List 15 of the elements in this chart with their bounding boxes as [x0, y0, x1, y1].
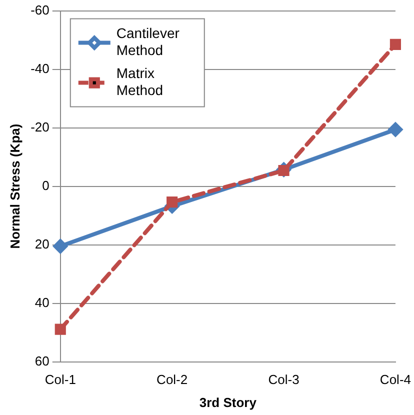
y-tick-label: 60	[34, 353, 50, 368]
x-tick-label: Col-4	[380, 372, 412, 388]
y-tick-label: -40	[30, 60, 50, 76]
y-axis-title: Normal Stress (Kpa)	[7, 124, 22, 249]
y-tick-label: 40	[34, 294, 50, 310]
legend-label: Cantilever Method	[116, 25, 180, 58]
y-tick-label: 0	[42, 178, 50, 193]
x-tick-label: Col-2	[156, 372, 188, 388]
y-tick-label: -20	[30, 119, 50, 134]
x-tick-label: Col-3	[268, 372, 300, 388]
x-tick-label: Col-1	[44, 372, 76, 388]
y-tick-label: 20	[34, 236, 50, 252]
x-axis-title: 3rd Story	[199, 394, 258, 410]
y-tick-label: -60	[30, 2, 50, 18]
legend-label: Matrix Method	[116, 65, 164, 98]
